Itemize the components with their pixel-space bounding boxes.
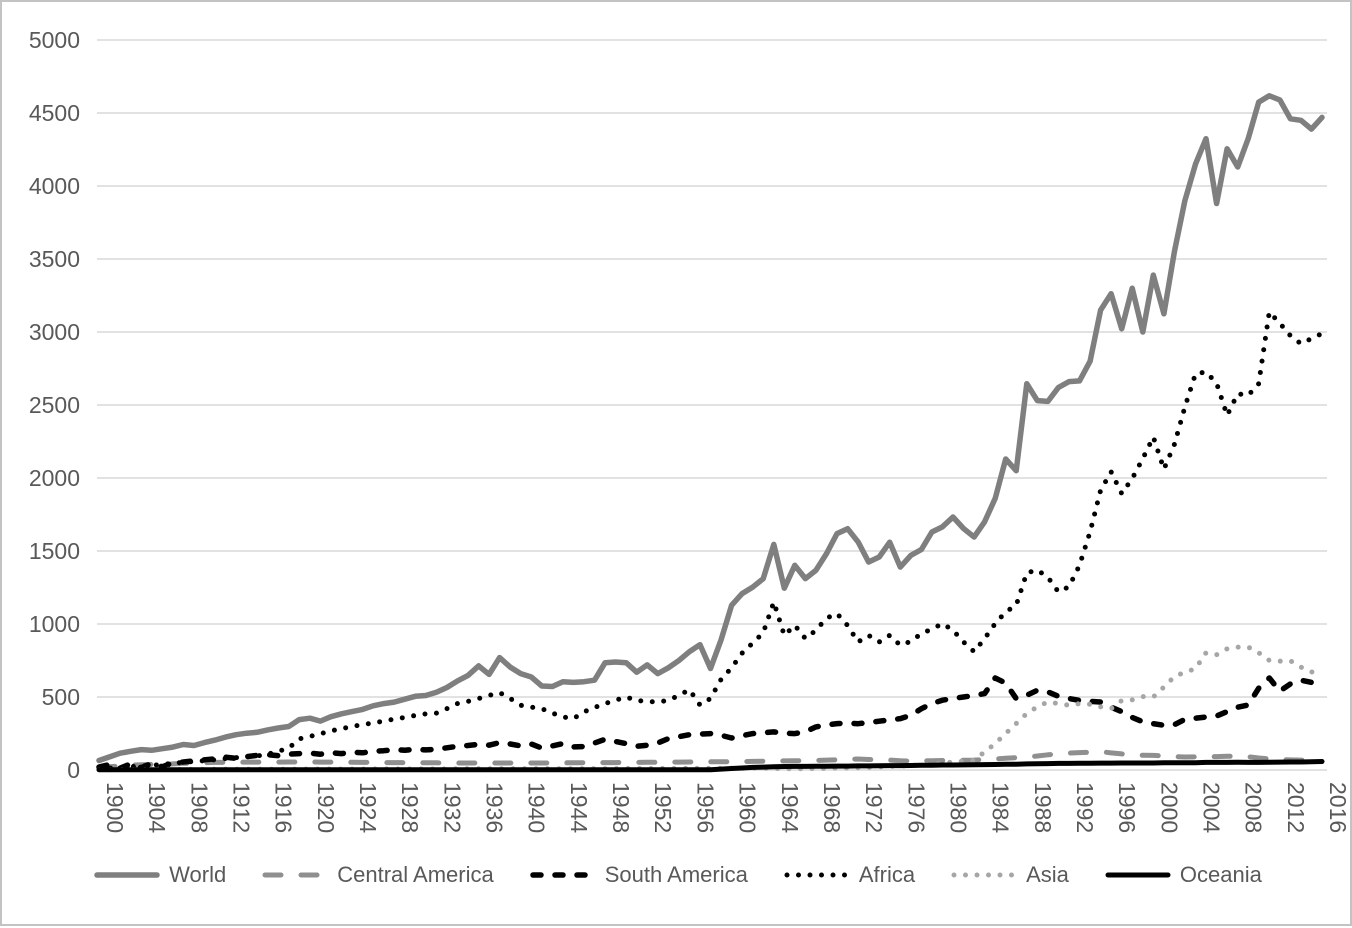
- x-axis-tick-label-1980: 1980: [945, 782, 971, 833]
- x-axis-tick-label-1924: 1924: [355, 782, 381, 833]
- series-line-oceania: [96, 759, 1325, 773]
- x-axis-tick-label-1992: 1992: [1072, 782, 1098, 833]
- x-axis-tick-label-2008: 2008: [1241, 782, 1267, 833]
- legend-item-south-america: South America: [530, 862, 748, 888]
- legend-marker-africa-dotted-line-icon: [784, 872, 850, 878]
- x-axis-tick-label-1976: 1976: [903, 782, 929, 833]
- x-axis-tick-label-1916: 1916: [271, 782, 297, 833]
- series-line-south-america: [96, 675, 1325, 771]
- y-axis-tick-label-2000: 2000: [29, 465, 80, 491]
- y-axis-tick-label-4000: 4000: [29, 173, 80, 199]
- x-axis-tick-label-1920: 1920: [313, 782, 339, 833]
- x-axis-tick-label-1988: 1988: [1030, 782, 1056, 833]
- x-axis-tick-label-1972: 1972: [861, 782, 887, 833]
- x-axis-tick-label-1936: 1936: [482, 782, 508, 833]
- x-axis-tick-label-1956: 1956: [692, 782, 718, 833]
- legend-marker-south-america-dashed-line-icon: [530, 872, 596, 878]
- x-axis-tick-label-1928: 1928: [397, 782, 423, 833]
- y-axis-tick-label-5000: 5000: [29, 27, 80, 53]
- x-axis-tick-label-2016: 2016: [1325, 782, 1351, 833]
- y-axis-tick-label-2500: 2500: [29, 392, 80, 418]
- y-axis-tick-label-1000: 1000: [29, 611, 80, 637]
- legend-marker-asia-dotted-line-icon: [951, 872, 1017, 878]
- x-axis-tick-label-1952: 1952: [650, 782, 676, 833]
- legend-item-asia: Asia: [951, 862, 1069, 888]
- legend-label-central-america: Central America: [337, 862, 494, 887]
- x-axis-tick-label-2012: 2012: [1283, 782, 1309, 833]
- series-line-central-america: [96, 749, 1325, 771]
- chart-legend: World Central America South America Africa A…: [2, 862, 1352, 888]
- x-axis-tick-label-1944: 1944: [566, 782, 592, 833]
- legend-item-central-america: Central America: [262, 862, 494, 888]
- x-axis-tick-label-1908: 1908: [186, 782, 212, 833]
- x-axis-tick-label-1984: 1984: [988, 782, 1014, 833]
- x-axis-tick-label-1932: 1932: [439, 782, 465, 833]
- y-axis-tick-label-500: 500: [42, 684, 80, 710]
- x-axis-tick-label-1948: 1948: [608, 782, 634, 833]
- legend-item-africa: Africa: [784, 862, 915, 888]
- x-axis-tick-label-1904: 1904: [144, 782, 170, 833]
- series-line-africa: [96, 309, 1325, 772]
- y-axis-tick-label-0: 0: [67, 757, 80, 783]
- legend-label-asia: Asia: [1026, 862, 1069, 887]
- y-axis-tick-label-3500: 3500: [29, 246, 80, 272]
- x-axis-tick-label-1900: 1900: [102, 782, 128, 833]
- legend-label-oceania: Oceania: [1179, 862, 1262, 887]
- x-axis-tick-label-1968: 1968: [819, 782, 845, 833]
- y-axis-tick-label-3000: 3000: [29, 319, 80, 345]
- legend-item-oceania: Oceania: [1105, 862, 1262, 888]
- legend-marker-oceania-solid-line-icon: [1105, 872, 1171, 878]
- legend-marker-world-solid-line-icon: [94, 872, 160, 878]
- y-axis-tick-label-4500: 4500: [29, 100, 80, 126]
- legend-label-world: World: [169, 862, 227, 887]
- y-axis-tick-label-1500: 1500: [29, 538, 80, 564]
- x-axis-tick-label-1960: 1960: [735, 782, 761, 833]
- x-axis-tick-label-2000: 2000: [1156, 782, 1182, 833]
- legend-item-world: World: [94, 862, 226, 888]
- series-line-world: [96, 93, 1325, 764]
- legend-marker-central-america-dashed-line-icon: [262, 872, 328, 878]
- x-axis-tick-label-2004: 2004: [1198, 782, 1224, 833]
- legend-label-south-america: South America: [604, 862, 748, 887]
- legend-label-africa: Africa: [858, 862, 916, 887]
- x-axis-tick-label-1912: 1912: [229, 782, 255, 833]
- x-axis-tick-label-1940: 1940: [524, 782, 550, 833]
- x-axis-tick-label-1996: 1996: [1114, 782, 1140, 833]
- x-axis-tick-label-1964: 1964: [777, 782, 803, 833]
